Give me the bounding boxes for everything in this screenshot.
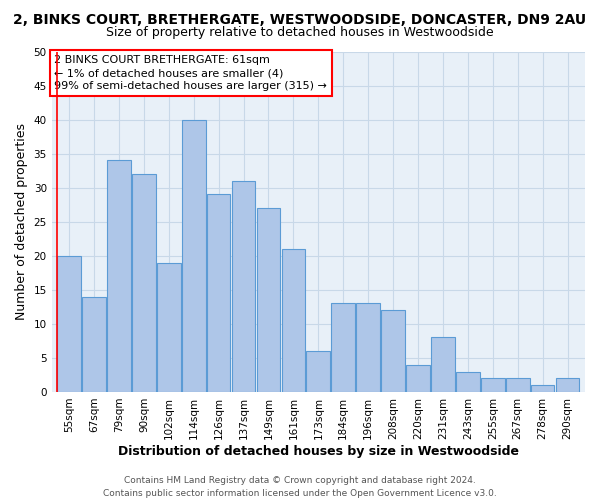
- Bar: [182, 120, 206, 392]
- Bar: [132, 174, 156, 392]
- Bar: [281, 249, 305, 392]
- Bar: [406, 364, 430, 392]
- Bar: [506, 378, 530, 392]
- Bar: [232, 181, 256, 392]
- Bar: [157, 262, 181, 392]
- Bar: [356, 304, 380, 392]
- Bar: [456, 372, 480, 392]
- X-axis label: Distribution of detached houses by size in Westwoodside: Distribution of detached houses by size …: [118, 444, 519, 458]
- Text: 2 BINKS COURT BRETHERGATE: 61sqm
← 1% of detached houses are smaller (4)
99% of : 2 BINKS COURT BRETHERGATE: 61sqm ← 1% of…: [55, 55, 327, 92]
- Bar: [556, 378, 580, 392]
- Bar: [307, 351, 330, 392]
- Text: Contains HM Land Registry data © Crown copyright and database right 2024.
Contai: Contains HM Land Registry data © Crown c…: [103, 476, 497, 498]
- Bar: [107, 160, 131, 392]
- Bar: [481, 378, 505, 392]
- Bar: [331, 304, 355, 392]
- Bar: [431, 338, 455, 392]
- Y-axis label: Number of detached properties: Number of detached properties: [15, 123, 28, 320]
- Text: Size of property relative to detached houses in Westwoodside: Size of property relative to detached ho…: [106, 26, 494, 39]
- Bar: [207, 194, 230, 392]
- Bar: [381, 310, 405, 392]
- Bar: [57, 256, 81, 392]
- Bar: [531, 385, 554, 392]
- Bar: [257, 208, 280, 392]
- Bar: [82, 296, 106, 392]
- Text: 2, BINKS COURT, BRETHERGATE, WESTWOODSIDE, DONCASTER, DN9 2AU: 2, BINKS COURT, BRETHERGATE, WESTWOODSID…: [13, 12, 587, 26]
